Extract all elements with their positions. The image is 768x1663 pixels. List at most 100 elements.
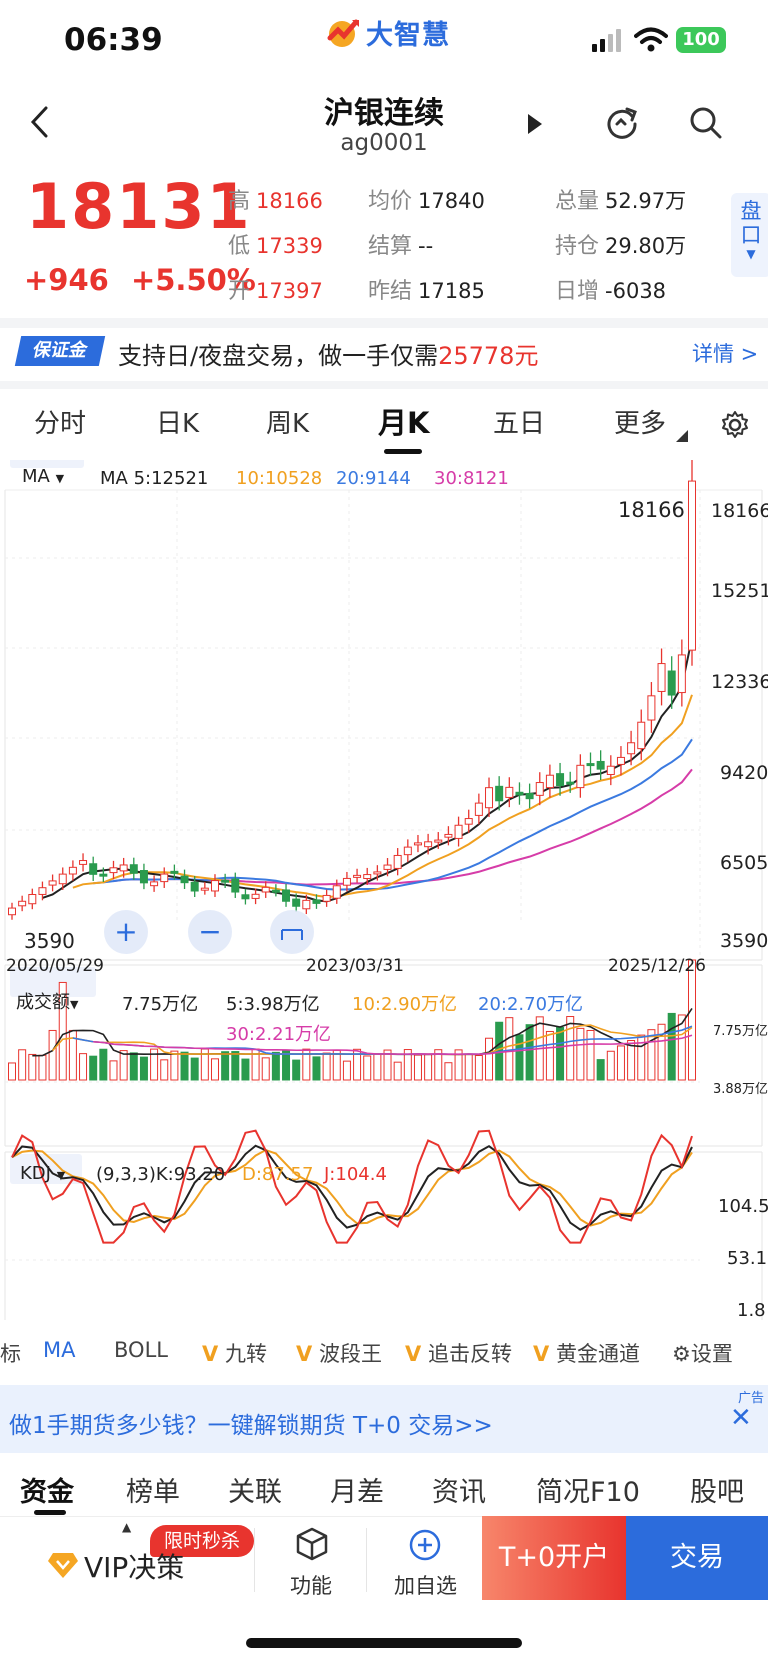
tab-month-spread[interactable]: 月差 bbox=[330, 1477, 384, 1508]
candle-body bbox=[261, 886, 270, 893]
pankou-button[interactable]: 盘口 ▼ bbox=[731, 193, 768, 277]
candle-body bbox=[170, 870, 179, 874]
candle-body bbox=[464, 818, 473, 825]
indicator-zhuiji[interactable]: V 追击反转 bbox=[405, 1338, 512, 1368]
caret-down-icon: ▼ bbox=[56, 1169, 66, 1182]
ma5-line bbox=[42, 637, 693, 903]
corner-caret-icon bbox=[676, 430, 688, 442]
volume-selector[interactable] bbox=[10, 967, 96, 997]
candle-body bbox=[525, 792, 534, 800]
quote-field-low: 低 17339 bbox=[228, 228, 323, 260]
tab-weekly-k[interactable]: 周K bbox=[266, 409, 310, 439]
volume-selector-label[interactable]: 成交额▼ bbox=[16, 988, 78, 1014]
candle-body bbox=[271, 889, 280, 893]
vol-ma20-line bbox=[72, 1025, 693, 1056]
field-label: 总量 bbox=[555, 189, 600, 214]
price-grid bbox=[5, 490, 701, 960]
banner-text: 支持日/夜盘交易，做一手仅需 bbox=[118, 342, 439, 370]
candle-body bbox=[38, 887, 47, 895]
cube-icon bbox=[296, 1527, 328, 1561]
kdj-selector-text: KDJ bbox=[20, 1163, 51, 1184]
indicator-settings[interactable]: ⚙设置 bbox=[672, 1338, 733, 1368]
add-watchlist-button[interactable]: 加自选 bbox=[394, 1574, 457, 1598]
field-value: 29.80万 bbox=[605, 234, 687, 258]
tab-forum[interactable]: 股吧 bbox=[690, 1477, 744, 1508]
indicator-boll[interactable]: BOLL bbox=[114, 1338, 168, 1362]
kdj-selector-label[interactable]: KDJ ▼ bbox=[20, 1163, 65, 1184]
section-divider bbox=[0, 381, 768, 389]
indicator-jiuzhuan[interactable]: V 九转 bbox=[202, 1338, 267, 1368]
signal-icon bbox=[592, 29, 621, 52]
candle-body bbox=[474, 802, 483, 816]
tab-monthly-k[interactable]: 月K bbox=[378, 406, 430, 440]
zoom-in-button[interactable] bbox=[104, 910, 148, 954]
volume-bar bbox=[302, 1048, 311, 1081]
vip-decision-button[interactable]: VIP决策 bbox=[84, 1551, 185, 1584]
candle-body bbox=[667, 670, 676, 696]
kdj-j-value: J:104.4 bbox=[324, 1164, 387, 1185]
ad-text[interactable]: 做1手期货多少钱？一键解锁期货 T+0 交易>> bbox=[9, 1413, 493, 1439]
candle-body bbox=[58, 873, 67, 885]
t0-open-account-button[interactable]: T+0开户 bbox=[482, 1516, 626, 1600]
tab-news[interactable]: 资讯 bbox=[432, 1477, 486, 1508]
quote-field-prev-settle: 昨结 17185 bbox=[368, 273, 485, 305]
candle-body bbox=[302, 899, 311, 910]
candle-body bbox=[332, 885, 341, 899]
candle-body bbox=[231, 878, 240, 893]
kdj-selector[interactable] bbox=[10, 1154, 82, 1184]
vip-diamond-icon bbox=[48, 1553, 78, 1578]
volume-bar bbox=[160, 1059, 169, 1081]
function-button[interactable]: 功能 bbox=[290, 1574, 332, 1598]
indicator-label: 追击反转 bbox=[427, 1342, 512, 1366]
candle-body bbox=[221, 879, 230, 883]
back-icon[interactable] bbox=[28, 104, 50, 140]
volume-bar bbox=[403, 1049, 412, 1081]
candle-body bbox=[109, 867, 118, 874]
tab-related[interactable]: 关联 bbox=[228, 1477, 282, 1508]
candle-body bbox=[210, 880, 219, 892]
candle-body bbox=[353, 874, 362, 878]
indicator-ma[interactable]: MA bbox=[43, 1338, 76, 1362]
volume-bar bbox=[129, 1052, 138, 1081]
candle-body bbox=[434, 839, 443, 843]
kline-chart[interactable]: + − bbox=[0, 460, 768, 1320]
tab-funds[interactable]: 资金 bbox=[20, 1477, 74, 1508]
tab-five-day[interactable]: 五日 bbox=[493, 409, 546, 439]
fullscreen-button[interactable] bbox=[270, 910, 314, 954]
indicator-huangjin[interactable]: V 黄金通道 bbox=[533, 1338, 640, 1368]
tab-rankings[interactable]: 榜单 bbox=[126, 1477, 180, 1508]
indicator-boduanwang[interactable]: V 波段王 bbox=[296, 1338, 382, 1368]
ma-selector-label[interactable]: MA ▼ bbox=[22, 466, 64, 487]
tab-more[interactable]: 更多 bbox=[614, 409, 667, 439]
candle-body bbox=[566, 781, 575, 785]
tab-timeshare[interactable]: 分时 bbox=[34, 409, 87, 439]
indicator-selector[interactable] bbox=[10, 460, 84, 468]
zoom-out-button[interactable] bbox=[188, 910, 232, 954]
close-icon[interactable]: ✕ bbox=[730, 1403, 752, 1433]
volume-bar bbox=[190, 1057, 199, 1081]
kdj-d-line bbox=[11, 1148, 693, 1227]
candle-body bbox=[616, 756, 625, 765]
candle-body bbox=[190, 881, 199, 892]
legend-ma5: MA 5:12521 bbox=[100, 468, 209, 489]
volume-bar bbox=[271, 1051, 280, 1081]
field-label: 日增 bbox=[555, 279, 600, 304]
ad-banner[interactable] bbox=[0, 1385, 768, 1453]
search-icon[interactable] bbox=[688, 105, 724, 141]
indicator-scrolled[interactable]: 标 bbox=[0, 1342, 21, 1366]
chart-settings-icon[interactable] bbox=[720, 410, 750, 440]
volume-bar bbox=[637, 1034, 646, 1081]
divider bbox=[366, 1528, 367, 1592]
kdj-j-line bbox=[11, 1129, 693, 1244]
volume-bar bbox=[454, 1049, 463, 1081]
banner-details-link[interactable]: 详情 > bbox=[692, 342, 759, 366]
next-instrument-icon[interactable] bbox=[526, 112, 544, 136]
tab-f10[interactable]: 简况F10 bbox=[536, 1477, 640, 1508]
refresh-icon[interactable] bbox=[603, 104, 641, 142]
tab-daily-k[interactable]: 日K bbox=[156, 409, 200, 439]
active-tab-indicator bbox=[34, 1510, 66, 1515]
margin-banner[interactable]: 支持日/夜盘交易，做一手仅需25778元 bbox=[118, 336, 538, 371]
trade-button[interactable]: 交易 bbox=[626, 1516, 768, 1600]
caret-up-icon[interactable]: ▲ bbox=[122, 1520, 132, 1534]
flash-sale-badge: 限时秒杀 bbox=[150, 1525, 255, 1557]
